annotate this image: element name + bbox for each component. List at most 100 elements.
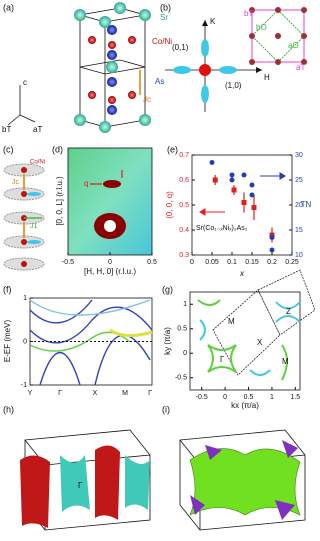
panel-label: (i) <box>162 404 170 414</box>
panel-label: (d) <box>52 144 63 154</box>
annotation: Sr(Co₁₋ₓNiₓ)₂As₂ <box>196 225 248 232</box>
x-tick-label: 0.25 <box>285 259 299 266</box>
y-tick-label: 0.6 <box>179 177 189 184</box>
bragg-peak <box>104 220 116 232</box>
y-tick-label: 0.7 <box>179 152 189 159</box>
label: H <box>264 73 270 82</box>
label: aT <box>33 125 42 134</box>
x-tick-label: -0.5 <box>196 394 208 401</box>
y-tick-label: 20 <box>295 202 303 209</box>
x-tick-label: 0.5 <box>244 394 254 401</box>
x-tick-label: 0.5 <box>147 259 157 266</box>
point <box>249 192 255 198</box>
x-tick-label: 0.2 <box>267 259 277 266</box>
point <box>241 172 247 178</box>
x-axis-label: x <box>239 269 245 278</box>
label: bO <box>256 23 267 32</box>
panel-label: (g) <box>162 284 173 294</box>
magnetic-peak <box>103 180 121 188</box>
y-tick-label: 1 <box>23 295 27 302</box>
y-tick-label: 0.5 <box>177 326 187 333</box>
point <box>229 172 235 178</box>
panel-label: (e) <box>167 144 178 154</box>
y-tick-label: 0.5 <box>179 202 189 209</box>
y-tick-label: 0.4 <box>179 227 189 234</box>
x-tick-label: 0.1 <box>227 259 237 266</box>
y-tick-label: -1 <box>21 382 27 389</box>
x-tick-label: 1.5 <box>290 394 300 401</box>
label: Jc <box>12 179 20 186</box>
label: c <box>23 78 27 87</box>
spin-stack <box>3 163 45 271</box>
point <box>209 160 215 165</box>
point <box>251 205 257 210</box>
label: Γ <box>220 355 225 364</box>
arrow <box>199 172 286 216</box>
x-tick-label: 0 <box>190 259 194 266</box>
y-tick-label: 1 <box>183 301 187 308</box>
label: As <box>155 77 164 86</box>
y-tick-label: 0 <box>23 338 27 345</box>
y-axis-label: (0, 0, q) <box>165 191 174 219</box>
band-structure <box>29 299 153 386</box>
label: Jc <box>143 95 151 104</box>
point <box>231 187 237 193</box>
x-axis-label: [H, H, 0] (r.l.u.) <box>84 267 136 276</box>
y-tick-label: 0 <box>183 350 187 357</box>
x-tick-label: Γ <box>148 390 152 397</box>
x-tick-label: 0.05 <box>205 259 219 266</box>
panel-label: (c) <box>3 144 14 154</box>
x-axis-label: kx (π/a) <box>231 401 259 410</box>
point <box>212 177 218 183</box>
label: M <box>228 317 235 326</box>
label: X <box>257 338 263 347</box>
fermi-surface-3d <box>20 429 151 531</box>
label: (1,0) <box>225 81 242 90</box>
label: K <box>210 17 216 26</box>
y-tick-label: 25 <box>295 177 303 184</box>
x-tick-label: 0 <box>223 394 227 401</box>
panel-label: (h) <box>3 404 14 414</box>
label: M <box>282 357 289 366</box>
label: Co/Ni <box>152 37 172 46</box>
x-tick-label: 0 <box>108 259 112 266</box>
point <box>229 177 235 183</box>
y-tick-label: -0.5 <box>175 375 187 382</box>
arrow <box>260 172 286 180</box>
label: q <box>84 179 88 188</box>
y-tick-label: 15 <box>295 227 303 234</box>
label: Co/Ni <box>30 160 45 166</box>
y-tick-label: 10 <box>295 252 303 259</box>
panel-label: (f) <box>3 284 12 294</box>
brillouin-zone <box>212 269 315 376</box>
y-axis-label: ky (π/a) <box>163 327 172 355</box>
point <box>241 200 247 205</box>
label: Γ <box>78 481 83 490</box>
y-axis-label: E-EF (meV) <box>3 320 12 363</box>
label: Sr <box>160 13 168 22</box>
y-axis-label: [0, 0, L] (r.l.u.) <box>55 176 64 226</box>
point <box>269 235 275 240</box>
x-tick-label: M <box>122 390 128 397</box>
reciprocal-diagram <box>165 7 307 112</box>
label: aO <box>288 41 299 50</box>
fermi-surface <box>197 299 301 381</box>
label: bT <box>2 125 11 134</box>
arrow <box>90 170 123 185</box>
y2-axis-label: TN <box>301 200 312 209</box>
label: (0,1) <box>172 43 189 52</box>
panel-label: (b) <box>160 2 171 12</box>
label: Z <box>286 307 291 316</box>
y-tick-label: 30 <box>295 152 303 159</box>
label: J1 <box>30 223 38 230</box>
y-tick-label: 0.3 <box>179 252 189 259</box>
panel-label: (a) <box>3 2 14 12</box>
label: aT <box>296 63 305 72</box>
point <box>269 247 275 253</box>
fermi-surface-3d <box>179 429 306 531</box>
point <box>249 182 255 188</box>
x-tick-label: Γ <box>58 390 62 397</box>
x-tick-label: 0.15 <box>245 259 259 266</box>
x-tick-label: X <box>93 390 98 397</box>
